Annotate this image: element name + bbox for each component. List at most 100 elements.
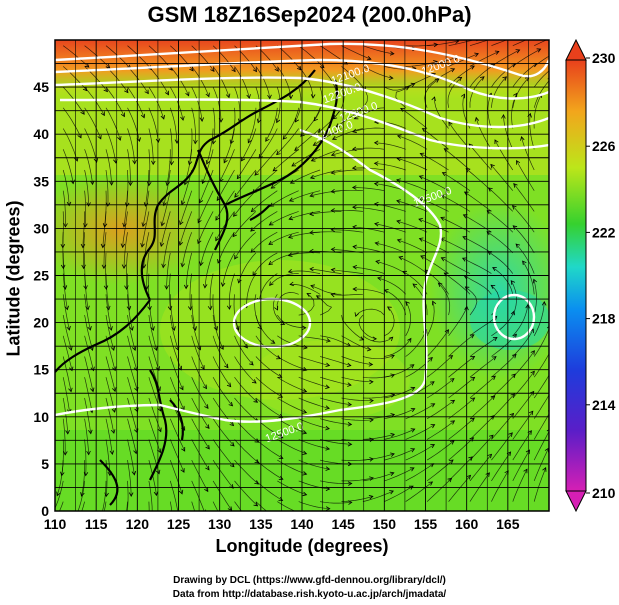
streamline [448, 377, 475, 399]
streamline [234, 356, 257, 384]
streamline-arrow [479, 76, 485, 81]
streamline [320, 356, 351, 366]
streamline [341, 397, 374, 402]
streamline [212, 418, 235, 447]
streamline-arrow [131, 470, 137, 476]
streamline [84, 107, 102, 140]
streamline-arrow [512, 333, 517, 339]
streamline-arrow [169, 160, 175, 166]
streamline [161, 190, 171, 226]
streamline-arrow [353, 115, 359, 120]
streamline-arrow [200, 365, 205, 370]
streamline [405, 357, 433, 378]
streamline-arrow [428, 481, 434, 486]
streamline [148, 149, 151, 186]
streamline-arrow [110, 429, 116, 434]
streamline-arrow [133, 449, 138, 455]
streamline-arrow [128, 492, 134, 497]
streamline-arrow [310, 284, 315, 289]
streamline [105, 252, 107, 290]
streamline [169, 107, 178, 144]
streamline [400, 108, 428, 129]
streamline-arrow [306, 293, 312, 298]
streamline [84, 439, 87, 476]
streamline [384, 289, 407, 316]
streamline [122, 211, 128, 248]
streamline-arrow [225, 93, 231, 99]
streamline-arrow [407, 337, 412, 343]
streamline [462, 257, 492, 274]
streamline [191, 45, 215, 72]
streamline [375, 260, 406, 274]
streamline-arrow [226, 305, 232, 310]
streamline-arrow [513, 92, 518, 98]
streamline [103, 232, 107, 269]
streamline [313, 128, 342, 146]
streamline [234, 480, 258, 507]
streamline-arrow [546, 429, 549, 432]
streamline-arrow [515, 243, 521, 249]
streamline [277, 459, 307, 475]
streamline-arrow [419, 152, 425, 157]
streamline [179, 190, 193, 225]
streamline-arrow [522, 260, 527, 266]
streamline-arrow [396, 219, 401, 224]
streamline-arrow [93, 158, 99, 163]
streamline [234, 439, 259, 464]
streamline-arrow [441, 172, 447, 177]
streamline [169, 315, 179, 351]
streamline [426, 440, 455, 461]
streamline-arrow [309, 211, 314, 217]
streamline [398, 256, 428, 274]
streamline-arrow [132, 346, 137, 352]
streamline-arrow [432, 300, 437, 306]
streamline [191, 356, 207, 389]
streamline-arrow [205, 424, 210, 429]
streamline-arrow [199, 261, 204, 267]
streamline-arrow [268, 221, 274, 226]
streamline-arrow [462, 236, 468, 241]
streamline-arrow [532, 278, 538, 284]
streamline [255, 66, 271, 99]
streamline [204, 252, 214, 288]
streamline-arrow [352, 244, 357, 250]
streamline [269, 211, 299, 226]
streamline-arrow [487, 453, 493, 459]
streamline-arrow [109, 181, 114, 186]
streamline-arrow [560, 32, 564, 36]
temperature-field [55, 32, 564, 517]
streamline-arrow [366, 56, 372, 61]
streamline-arrow [276, 118, 281, 124]
streamline [362, 66, 393, 79]
streamline [181, 232, 193, 267]
streamline [512, 469, 528, 502]
streamline [469, 316, 497, 337]
streamline [294, 87, 302, 123]
streamline-arrow [224, 363, 229, 369]
streamline [448, 397, 475, 419]
streamline [62, 169, 70, 206]
streamline [320, 501, 352, 504]
streamline [516, 160, 535, 191]
streamline [374, 162, 406, 171]
streamline-arrow [490, 395, 496, 400]
x-tick-label: 110 [44, 516, 67, 532]
streamline-arrow [274, 67, 279, 72]
streamline [298, 418, 330, 430]
streamline-arrow [230, 441, 235, 447]
streamline [341, 335, 371, 351]
streamline-arrow [234, 254, 239, 260]
streamline [228, 273, 235, 310]
streamline-arrow [254, 171, 259, 176]
streamline-arrow [330, 208, 336, 213]
x-tick-label: 165 [496, 516, 520, 532]
streamline-arrow [65, 430, 70, 435]
streamline-arrow [151, 513, 155, 517]
streamline-arrow [315, 295, 321, 300]
streamline-arrow [418, 175, 424, 180]
streamline-arrow [171, 326, 176, 332]
streamline-arrow [530, 350, 535, 355]
streamline [469, 395, 495, 419]
streamline-arrow [80, 243, 86, 249]
streamline-arrow [85, 305, 90, 311]
